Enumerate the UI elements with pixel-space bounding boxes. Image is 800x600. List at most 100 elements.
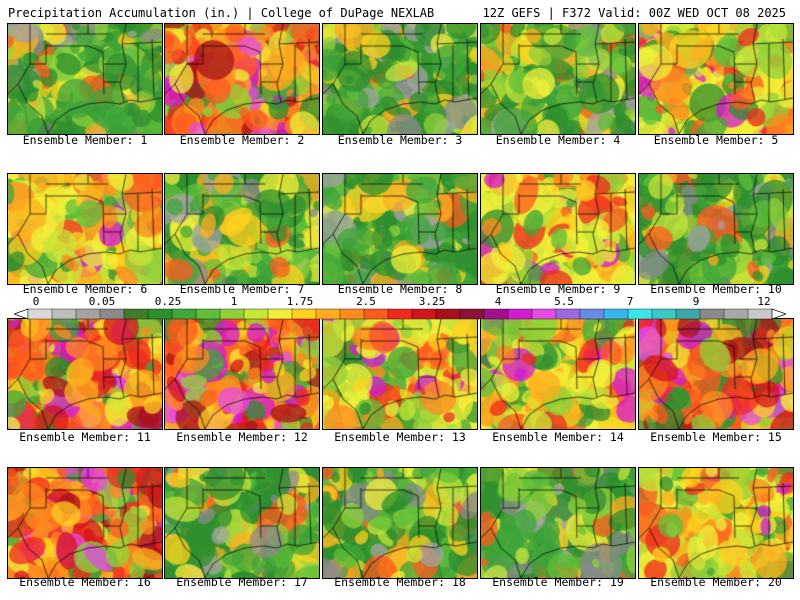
precip-field xyxy=(323,319,477,429)
colorbar-left-arrow xyxy=(14,308,29,320)
colorbar-swatch xyxy=(51,308,77,320)
colorbar-tick-label: 0.25 xyxy=(154,295,182,308)
colorbar-swatch xyxy=(219,308,245,320)
colorbar-swatch xyxy=(147,308,173,320)
colorbar-swatch xyxy=(459,308,485,320)
colorbar-swatch xyxy=(699,308,725,320)
ensemble-map-8 xyxy=(322,173,478,285)
ensemble-map-6 xyxy=(7,173,163,285)
ensemble-map-7 xyxy=(164,173,320,285)
colorbar-swatch xyxy=(603,308,629,320)
colorbar-swatch xyxy=(651,308,677,320)
colorbar-swatch xyxy=(123,308,149,320)
colorbar-swatch xyxy=(339,308,365,320)
precip-field xyxy=(165,24,319,134)
ensemble-map-5 xyxy=(638,23,794,135)
ensemble-map-13 xyxy=(322,318,478,430)
colorbar-swatch xyxy=(411,308,437,320)
colorbar-tick-label: 7 xyxy=(626,295,634,308)
colorbar-swatch xyxy=(75,308,101,320)
ensemble-map-3 xyxy=(322,23,478,135)
ensemble-map-19 xyxy=(480,467,636,579)
precip-field xyxy=(8,24,162,134)
colorbar-tick-label: 5.5 xyxy=(554,295,574,308)
ensemble-member-label: Ensemble Member: 5 xyxy=(653,133,779,147)
ensemble-map-16 xyxy=(7,467,163,579)
precip-field xyxy=(639,24,793,134)
ensemble-member-label: Ensemble Member: 18 xyxy=(334,575,466,589)
colorbar-swatch xyxy=(363,308,389,320)
ensemble-map-20 xyxy=(638,467,794,579)
colorbar-tick-label: 1 xyxy=(230,295,238,308)
colorbar-swatch xyxy=(507,308,533,320)
precip-field xyxy=(323,24,477,134)
colorbar-tick-label: 3.25 xyxy=(418,295,446,308)
ensemble-member-label: Ensemble Member: 1 xyxy=(22,133,148,147)
precip-field xyxy=(481,174,635,284)
ensemble-map-14 xyxy=(480,318,636,430)
colorbar-swatch xyxy=(627,308,653,320)
ensemble-map-10 xyxy=(638,173,794,285)
ensemble-member-label: Ensemble Member: 3 xyxy=(337,133,463,147)
ensemble-member-label: Ensemble Member: 9 xyxy=(495,282,621,296)
ensemble-member-label: Ensemble Member: 20 xyxy=(650,575,782,589)
precip-field xyxy=(323,174,477,284)
colorbar-swatch xyxy=(531,308,557,320)
colorbar-swatch xyxy=(243,308,269,320)
ensemble-map-12 xyxy=(164,318,320,430)
ensemble-member-label: Ensemble Member: 2 xyxy=(179,133,305,147)
ensemble-member-label: Ensemble Member: 17 xyxy=(176,575,308,589)
precip-field xyxy=(8,319,162,429)
precip-field xyxy=(323,468,477,578)
colorbar-swatch xyxy=(195,308,221,320)
colorbar-swatch xyxy=(99,308,125,320)
precip-field xyxy=(481,468,635,578)
ensemble-member-label: Ensemble Member: 10 xyxy=(650,282,782,296)
ensemble-member-label: Ensemble Member: 12 xyxy=(176,430,308,444)
ensemble-map-15 xyxy=(638,318,794,430)
ensemble-map-18 xyxy=(322,467,478,579)
colorbar-swatch xyxy=(387,308,413,320)
precip-field xyxy=(8,468,162,578)
precip-field xyxy=(165,319,319,429)
precip-field xyxy=(639,468,793,578)
colorbar-tick-label: 12 xyxy=(757,295,771,308)
precip-field xyxy=(639,319,793,429)
ensemble-map-11 xyxy=(7,318,163,430)
colorbar-tick-label: 0.05 xyxy=(88,295,116,308)
colorbar-swatch xyxy=(435,308,461,320)
precip-field xyxy=(165,468,319,578)
colorbar-legend: 0 0.05 0.25 1 1.75 2.5 3.25 4 5.5 7 9 12 xyxy=(14,296,786,320)
colorbar-swatch xyxy=(267,308,293,320)
colorbar-swatch xyxy=(171,308,197,320)
colorbar-swatch xyxy=(555,308,581,320)
colorbar-swatch xyxy=(747,308,773,320)
colorbar-right-arrow xyxy=(771,308,786,320)
ensemble-member-label: Ensemble Member: 15 xyxy=(650,430,782,444)
precip-field xyxy=(8,174,162,284)
colorbar-tick-label: 4 xyxy=(494,295,502,308)
ensemble-map-1 xyxy=(7,23,163,135)
ensemble-member-label: Ensemble Member: 13 xyxy=(334,430,466,444)
ensemble-member-label: Ensemble Member: 11 xyxy=(19,430,151,444)
colorbar-swatch xyxy=(723,308,749,320)
colorbar-swatch xyxy=(483,308,509,320)
colorbar-swatches xyxy=(14,308,786,320)
ensemble-member-label: Ensemble Member: 19 xyxy=(492,575,624,589)
precip-field xyxy=(481,24,635,134)
ensemble-map-4 xyxy=(480,23,636,135)
map-title: Precipitation Accumulation (in.) | Colle… xyxy=(8,6,435,20)
model-run-info: 12Z GEFS | F372 Valid: 00Z WED OCT 08 20… xyxy=(482,6,786,20)
colorbar-swatch xyxy=(27,308,53,320)
precip-field xyxy=(639,174,793,284)
colorbar-tick-label: 9 xyxy=(692,295,700,308)
ensemble-member-label: Ensemble Member: 4 xyxy=(495,133,621,147)
colorbar-tick-label: 2.5 xyxy=(356,295,376,308)
colorbar-swatch xyxy=(579,308,605,320)
colorbar-tick-label: 0 xyxy=(32,295,40,308)
colorbar-swatch xyxy=(291,308,317,320)
ensemble-member-label: Ensemble Member: 7 xyxy=(179,282,305,296)
colorbar-swatch xyxy=(675,308,701,320)
ensemble-map-17 xyxy=(164,467,320,579)
ensemble-member-label: Ensemble Member: 8 xyxy=(337,282,463,296)
